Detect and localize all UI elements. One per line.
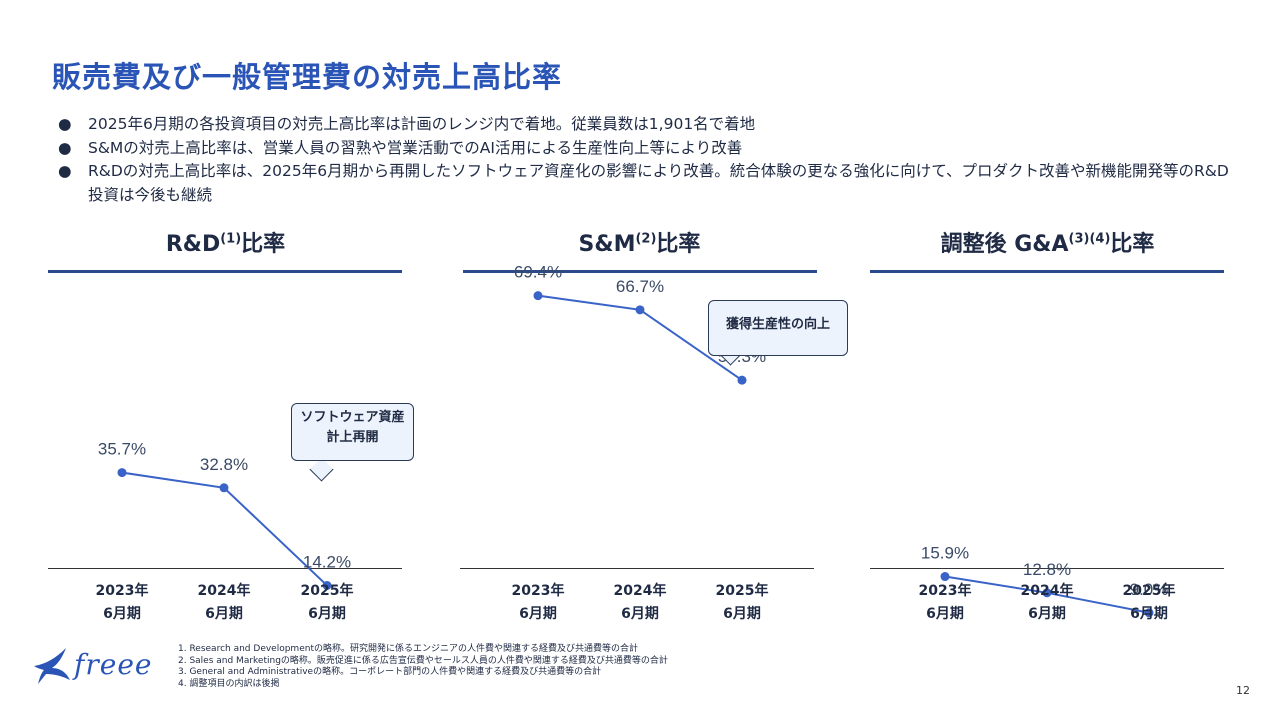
x-tick-label: 6月期 — [926, 606, 964, 622]
bullet-marker: ● — [58, 138, 72, 157]
chart-title-sm: S&M(2)比率 — [578, 231, 701, 257]
chart-title-underline — [870, 270, 1224, 273]
data-point — [533, 291, 543, 301]
x-tick-label: 6月期 — [1028, 606, 1066, 622]
data-label: 69.4% — [514, 263, 562, 282]
x-tick-label: 2024年 — [1021, 582, 1074, 599]
bullet-item: ● 2025年6月期の各投資項目の対売上高比率は計画のレンジ内で着地。従業員数は1… — [58, 113, 1238, 137]
x-tick-label: 6月期 — [308, 606, 346, 622]
x-tick-label: 2023年 — [512, 582, 565, 599]
data-label: 9.0% — [1130, 580, 1169, 599]
bullet-item: ● R&Dの対売上高比率は、2025年6月期から再開したソフトウェア資産化の影響に… — [58, 162, 1229, 204]
data-point — [219, 483, 229, 493]
x-axis-line — [870, 568, 1224, 569]
data-label: 66.7% — [616, 277, 664, 296]
bullet-list: ● 2025年6月期の各投資項目の対売上高比率は計画のレンジ内で着地。従業員数は1… — [58, 113, 1238, 207]
x-tick-label: 2024年 — [614, 582, 667, 599]
x-tick-label: 2023年 — [919, 582, 972, 599]
x-tick-label: 6月期 — [723, 606, 761, 622]
data-label: 12.8% — [1023, 560, 1071, 579]
bullet-marker: ● — [58, 162, 72, 180]
data-label: 14.2% — [303, 552, 351, 571]
x-tick-label: 2025年 — [1123, 582, 1176, 599]
footnote: 4. 調整項目の内訳は後掲 — [178, 678, 280, 689]
chart-title-underline — [463, 270, 817, 273]
data-point — [1144, 608, 1154, 618]
chart-title-ga: 調整後 G&A(3)(4)比率 — [940, 231, 1155, 257]
data-label: 35.7% — [98, 440, 146, 459]
data-label: 15.9% — [921, 544, 969, 563]
bullet-marker: ● — [58, 115, 72, 133]
data-point — [940, 572, 950, 582]
footnote: 2. Sales and Marketingの略称。販売促進に係る広告宣伝費やセ… — [178, 655, 668, 666]
freee-bird-icon — [34, 648, 70, 684]
chart-title-underline — [48, 270, 402, 273]
page-number: 12 — [1236, 684, 1250, 697]
x-tick-label: 6月期 — [205, 606, 243, 622]
footnote: 1. Research and Developmentの略称。研究開発に係るエン… — [178, 644, 638, 654]
bullet-item: ● S&Mの対売上高比率は、営業人員の習熟や営業活動でのAI活用による生産性向上等… — [58, 137, 1238, 161]
footnotes: 1. Research and Developmentの略称。研究開発に係るエン… — [178, 644, 668, 690]
page-title: 販売費及び一般管理費の対売上高比率 — [52, 60, 563, 94]
data-point — [322, 580, 332, 590]
data-label: 32.8% — [200, 455, 248, 474]
x-tick-label: 6月期 — [1130, 606, 1168, 622]
x-tick-label: 2024年 — [198, 582, 251, 599]
x-tick-label: 2025年 — [716, 582, 769, 599]
data-point — [1042, 588, 1052, 598]
x-axis-line — [460, 568, 814, 569]
x-tick-label: 6月期 — [519, 606, 557, 622]
freee-logo-text: freee — [74, 648, 153, 681]
x-axis-line — [48, 568, 402, 569]
x-tick-label: 2025年 — [301, 582, 354, 599]
x-tick-label: 6月期 — [103, 606, 141, 622]
chart-title-rd: R&D(1)比率 — [165, 231, 286, 257]
callout-software-capitalization: ソフトウェア資産 計上再開 — [291, 403, 414, 461]
x-tick-label: 2023年 — [96, 582, 149, 599]
data-point — [737, 375, 747, 385]
data-point — [117, 468, 127, 478]
x-tick-label: 6月期 — [621, 606, 659, 622]
callout-productivity: 獲得生産性の向上 — [708, 300, 848, 356]
footnote: 3. General and Administrativeの略称。コーポレート部… — [178, 667, 602, 677]
data-point — [635, 305, 645, 315]
